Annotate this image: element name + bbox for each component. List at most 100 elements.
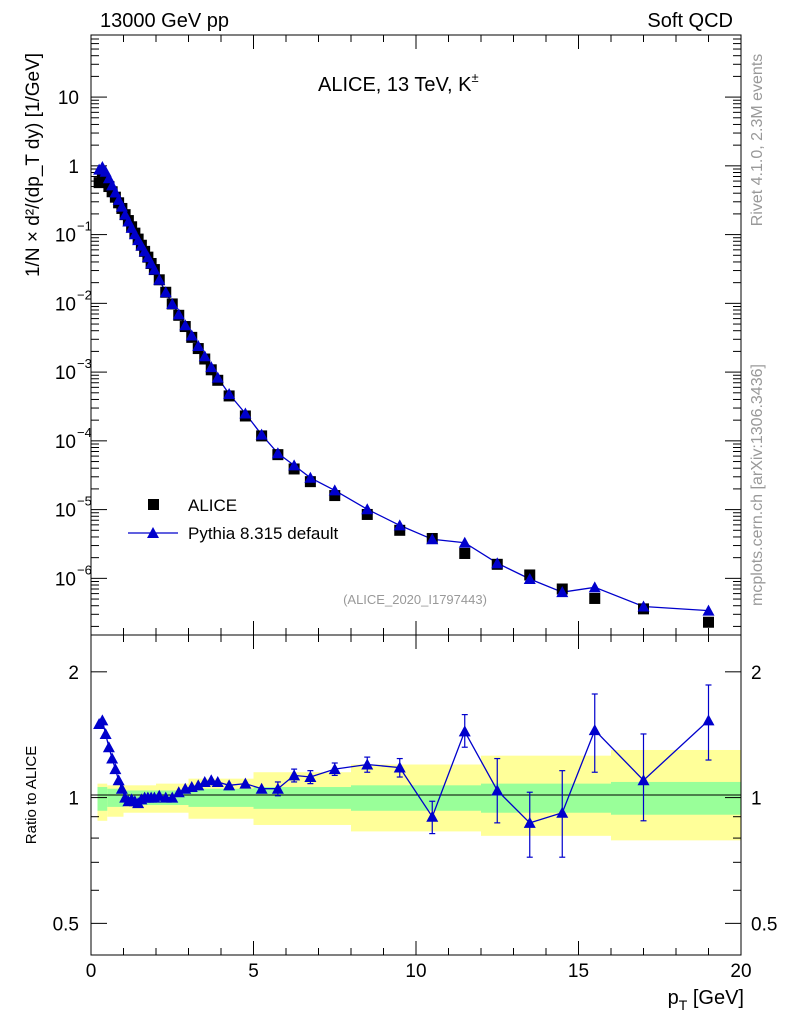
pythia-data-point [556, 586, 569, 598]
x-tick-label: 15 [568, 961, 589, 982]
ratio-data-point [637, 774, 650, 786]
ratio-axis-ticks [90, 635, 742, 955]
ratio-data-point [166, 791, 179, 803]
ratio-y-tick-labels: 0.5 0.5 1 1 2 2 [53, 663, 778, 936]
pythia-data-point [328, 484, 341, 496]
pythia-data-point [185, 329, 198, 341]
ratio-data-point [192, 779, 205, 791]
pythia-data-point [223, 388, 236, 400]
ratio-data-point [211, 775, 224, 787]
ratio-band-inner [351, 785, 481, 811]
alice-data-point [703, 616, 714, 628]
main-axis-ticks [90, 34, 742, 635]
main-y-tick-label: 1 [68, 157, 79, 178]
pythia-data-point [179, 319, 192, 331]
ratio-data-point [288, 769, 301, 781]
pythia-data-point [115, 200, 128, 212]
x-tick-labels: 0 5 10 15 20 [86, 961, 752, 982]
pythia-data-point [288, 459, 301, 471]
legend-marker-alice [148, 499, 159, 510]
ratio-data-point [102, 741, 115, 753]
ratio-data-point [523, 816, 536, 828]
ratio-y-tick-label-right: 1 [751, 789, 762, 810]
ratio-band-inner [188, 788, 254, 807]
ratio-panel: 0.5 0.5 1 1 2 2 Ratio to ALICE 0 5 10 15 20 pT [G… [23, 634, 778, 1013]
ratio-y-tick-label-left: 1 [68, 789, 79, 810]
pythia-data-point [166, 297, 179, 309]
x-axis-label: pT [GeV] [668, 987, 744, 1013]
ratio-data-point [304, 771, 317, 783]
pythia-data-point [393, 519, 406, 531]
pythia-data-point [192, 339, 205, 351]
pythia-series-line [98, 166, 709, 612]
pythia-data-point [271, 447, 284, 459]
main-plot-title: ALICE, 13 TeV, K± [318, 70, 479, 96]
pythia-data-point [361, 503, 374, 515]
ratio-data-point [255, 782, 268, 794]
pythia-data-point [159, 286, 172, 298]
ratio-data-point [361, 758, 374, 770]
ratio-data-point [106, 752, 119, 764]
main-y-tick-label-exponent: −1 [77, 219, 92, 234]
main-y-tick-label: 10 [58, 88, 79, 109]
pythia-data-point [198, 350, 211, 362]
ratio-data-point [223, 779, 236, 791]
main-y-tick-label: 10 [55, 501, 76, 522]
main-y-axis-label: 1/N × d²/(dp_T dy) [1/GeV] [23, 53, 44, 277]
ratio-data-point [328, 763, 341, 775]
ratio-data-point [109, 763, 122, 775]
pythia-data-point [153, 273, 166, 285]
main-y-tick-label: 10 [55, 226, 76, 247]
header-right-label: Soft QCD [647, 10, 733, 32]
main-y-tick-label: 10 [55, 432, 76, 453]
ratio-data-point [112, 774, 125, 786]
pythia-data-point [148, 263, 161, 275]
legend: ALICE Pythia 8.315 default [128, 496, 339, 543]
ratio-data-point [99, 727, 112, 739]
main-y-tick-label: 10 [55, 363, 76, 384]
pythia-data-point [304, 471, 317, 483]
ratio-data-point [115, 782, 128, 794]
main-y-tick-label-exponent: −2 [77, 287, 92, 302]
pythia-data-point [702, 604, 715, 616]
pythia-data-point [523, 572, 536, 584]
ratio-data-point [96, 714, 109, 726]
x-tick-label: 5 [248, 961, 259, 982]
main-y-tick-label: 10 [55, 569, 76, 590]
legend-marker-pythia [147, 527, 159, 538]
pythia-data-point [255, 428, 268, 440]
x-axis-label-unit: [GeV] [687, 987, 744, 1009]
pythia-data-point [458, 536, 471, 548]
ratio-data-point [588, 724, 601, 736]
ratio-y-tick-label-right: 2 [751, 663, 762, 684]
ratio-data-point [426, 810, 439, 822]
ratio-data-point [458, 725, 471, 737]
x-axis-label-subscript: T [679, 997, 688, 1013]
ratio-y-tick-label-left: 2 [68, 663, 79, 684]
main-watermark: (ALICE_2020_I1797443) [343, 592, 487, 607]
pythia-data-point [637, 600, 650, 612]
pythia-data-point [491, 557, 504, 569]
x-tick-label: 10 [405, 961, 426, 982]
ratio-data-point [271, 782, 284, 794]
alice-data-point [589, 592, 601, 604]
rivet-label: Rivet 4.1.0, 2.3M events [749, 54, 766, 227]
main-y-tick-label-exponent: −5 [77, 494, 92, 509]
ratio-y-axis-label: Ratio to ALICE [23, 746, 40, 844]
ratio-band-inner [481, 783, 611, 813]
x-tick-label: 20 [730, 961, 751, 982]
main-plot-title-superscript: ± [471, 70, 478, 85]
main-y-tick-label-exponent: −6 [77, 562, 92, 577]
ratio-data-point [702, 714, 715, 726]
alice-data-point [361, 508, 373, 520]
pythia-data-point [588, 581, 601, 593]
ratio-data-point [393, 761, 406, 773]
main-plot-title-text: ALICE, 13 TeV, K [318, 74, 472, 96]
ratio-data-point [239, 777, 252, 789]
pythia-data-point [172, 308, 185, 320]
ratio-band-inner [253, 787, 351, 809]
main-y-tick-label-exponent: −4 [77, 425, 92, 440]
main-y-tick-label-exponent: −3 [77, 356, 92, 371]
